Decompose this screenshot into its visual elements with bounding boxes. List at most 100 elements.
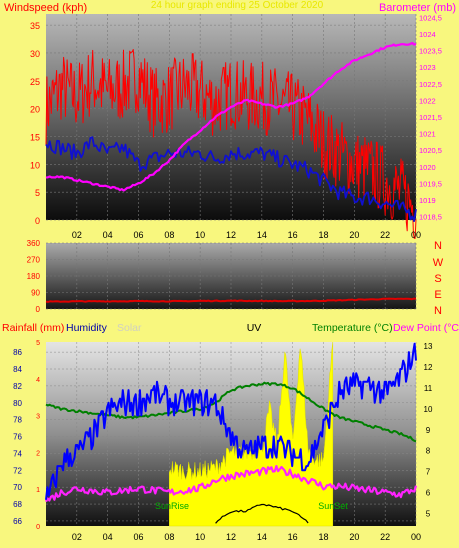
direction-y-tick-label: 180 bbox=[27, 272, 41, 281]
humidity-y-tick-label: 70 bbox=[13, 483, 22, 492]
rain-y-tick-label: 2 bbox=[36, 450, 40, 457]
dewpoint-axis-title: Dew Point (°C bbox=[393, 322, 459, 334]
barometer-line bbox=[45, 41, 417, 192]
climate-x-tick-label: 12 bbox=[226, 532, 236, 542]
temperature-y-tick-label: 9 bbox=[426, 426, 431, 435]
sunset-label: SunSet bbox=[318, 501, 348, 511]
compass-letter-e: E bbox=[434, 289, 441, 301]
rain-y-tick-label: 1 bbox=[36, 487, 40, 494]
wind-gust-line bbox=[45, 49, 417, 239]
direction-y-tick-label: 90 bbox=[31, 289, 40, 298]
solar-axis-title: Solar bbox=[117, 322, 142, 334]
humidity-y-tick-label: 74 bbox=[13, 449, 22, 458]
temperature-y-tick-label: 7 bbox=[426, 468, 431, 477]
rainfall-axis-title: Rainfall (mm) bbox=[2, 322, 64, 334]
humidity-y-tick-label: 72 bbox=[13, 466, 22, 475]
baro-y-tick-label: 1021 bbox=[419, 130, 436, 139]
rain-y-tick-label: 5 bbox=[36, 340, 40, 347]
axis-labels: 051015202530351018,510191019,510201020,5… bbox=[13, 13, 442, 542]
series-marks bbox=[45, 41, 418, 527]
wind-x-tick-label: 22 bbox=[380, 230, 390, 240]
wind-x-tick-label: 06 bbox=[133, 230, 143, 240]
climate-x-tick-label: 22 bbox=[380, 532, 390, 542]
temperature-y-tick-label: 12 bbox=[424, 363, 433, 372]
wind-y-tick-label: 10 bbox=[30, 160, 40, 170]
wind-direction-line bbox=[45, 297, 417, 303]
climate-x-tick-label: 18 bbox=[318, 532, 328, 542]
wind-x-tick-label: 16 bbox=[288, 230, 298, 240]
wind-x-tick-label: 12 bbox=[226, 230, 236, 240]
temperature-y-tick-label: 13 bbox=[424, 342, 433, 351]
temperature-y-tick-label: 6 bbox=[426, 489, 431, 498]
wind-y-tick-label: 25 bbox=[30, 77, 40, 87]
wind-y-tick-label: 5 bbox=[35, 188, 40, 198]
baro-y-tick-label: 1020,5 bbox=[419, 146, 442, 155]
direction-y-tick-label: 270 bbox=[27, 256, 41, 265]
wind-x-tick-label: 00 bbox=[411, 230, 421, 240]
climate-x-tick-label: 10 bbox=[195, 532, 205, 542]
wind-y-tick-label: 15 bbox=[30, 132, 40, 142]
compass-letter-w: W bbox=[433, 257, 444, 269]
humidity-y-tick-label: 76 bbox=[13, 433, 22, 442]
dewpoint-line bbox=[45, 465, 418, 503]
baro-y-tick-label: 1019 bbox=[419, 196, 436, 205]
wind-x-tick-label: 14 bbox=[257, 230, 267, 240]
baro-y-tick-label: 1021,5 bbox=[419, 113, 442, 122]
wind-x-tick-label: 02 bbox=[72, 230, 82, 240]
humidity-y-tick-label: 66 bbox=[13, 517, 22, 526]
wind-y-tick-label: 30 bbox=[30, 49, 40, 59]
baro-y-tick-label: 1024,5 bbox=[419, 13, 442, 22]
compass-letter-n-bottom: N bbox=[434, 305, 442, 317]
wind-y-tick-label: 0 bbox=[35, 216, 40, 226]
wind-y-tick-label: 35 bbox=[30, 21, 40, 31]
compass-letters: N W S E N bbox=[433, 240, 444, 317]
wind-axis-title: Windspeed (kph) bbox=[4, 2, 87, 14]
baro-y-tick-label: 1023,5 bbox=[419, 47, 442, 56]
temperature-y-tick-label: 10 bbox=[424, 405, 433, 414]
solar-area bbox=[169, 341, 334, 527]
wind-x-tick-label: 10 bbox=[195, 230, 205, 240]
humidity-y-tick-label: 84 bbox=[13, 365, 22, 374]
rain-y-tick-label: 0 bbox=[36, 524, 40, 531]
climate-x-tick-label: 06 bbox=[133, 532, 143, 542]
compass-letter-n-top: N bbox=[434, 240, 442, 252]
climate-x-tick-label: 14 bbox=[257, 532, 267, 542]
baro-y-tick-label: 1022 bbox=[419, 96, 436, 105]
humidity-line bbox=[45, 342, 417, 500]
compass-letter-s: S bbox=[434, 273, 441, 285]
baro-axis-title: Barometer (mb) bbox=[379, 2, 456, 14]
baro-y-tick-label: 1024 bbox=[419, 30, 436, 39]
wind-x-tick-label: 20 bbox=[349, 230, 359, 240]
baro-y-tick-label: 1020 bbox=[419, 163, 436, 172]
climate-x-tick-label: 00 bbox=[411, 532, 421, 542]
temperature-y-tick-label: 11 bbox=[424, 384, 433, 393]
chart-title: 24 hour graph ending 25 October 2020 bbox=[151, 0, 324, 11]
humidity-y-tick-label: 86 bbox=[13, 348, 22, 357]
temperature-y-tick-label: 5 bbox=[426, 509, 431, 518]
climate-x-tick-label: 20 bbox=[349, 532, 359, 542]
wind-y-tick-label: 20 bbox=[30, 105, 40, 115]
rain-y-tick-label: 4 bbox=[36, 377, 40, 384]
humidity-y-tick-label: 78 bbox=[13, 416, 22, 425]
baro-y-tick-label: 1023 bbox=[419, 63, 436, 72]
wind-x-tick-label: 18 bbox=[318, 230, 328, 240]
wind-x-tick-label: 08 bbox=[164, 230, 174, 240]
uv-axis-title: UV bbox=[247, 322, 262, 334]
climate-x-tick-label: 02 bbox=[72, 532, 82, 542]
humidity-y-tick-label: 80 bbox=[13, 399, 22, 408]
uv-line bbox=[215, 503, 309, 524]
humidity-y-tick-label: 82 bbox=[13, 382, 22, 391]
rain-y-tick-label: 3 bbox=[36, 414, 40, 421]
direction-y-tick-label: 0 bbox=[36, 305, 41, 314]
humidity-y-tick-label: 68 bbox=[13, 500, 22, 509]
sunrise-label: SunRise bbox=[155, 501, 189, 511]
climate-x-tick-label: 16 bbox=[288, 532, 298, 542]
humidity-axis-title: Humidity bbox=[66, 322, 108, 334]
baro-y-tick-label: 1018,5 bbox=[419, 213, 442, 222]
climate-x-tick-label: 04 bbox=[103, 532, 113, 542]
baro-y-tick-label: 1019,5 bbox=[419, 179, 442, 188]
climate-x-tick-label: 08 bbox=[164, 532, 174, 542]
temperature-axis-title: Temperature (°C) bbox=[312, 322, 393, 334]
